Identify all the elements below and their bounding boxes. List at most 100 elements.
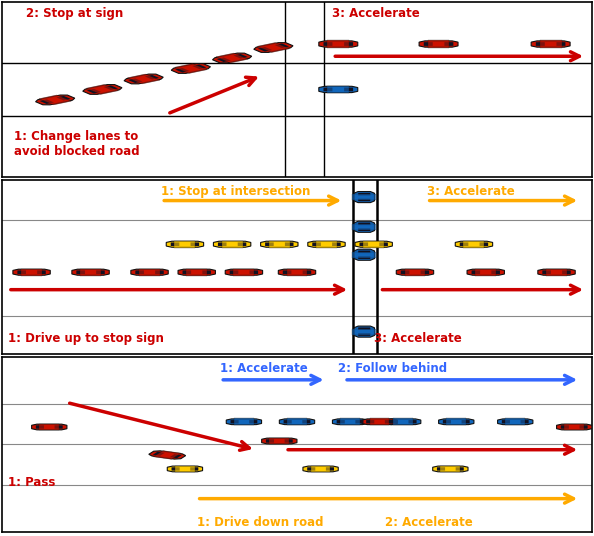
Polygon shape bbox=[352, 329, 377, 334]
Text: 1: Accelerate: 1: Accelerate bbox=[220, 362, 308, 375]
Polygon shape bbox=[358, 250, 370, 253]
Polygon shape bbox=[333, 419, 368, 425]
Polygon shape bbox=[153, 452, 165, 456]
Polygon shape bbox=[166, 241, 204, 247]
Polygon shape bbox=[145, 75, 159, 79]
Polygon shape bbox=[149, 451, 186, 459]
Polygon shape bbox=[36, 95, 75, 105]
Polygon shape bbox=[55, 425, 63, 429]
Polygon shape bbox=[287, 418, 307, 425]
Polygon shape bbox=[355, 420, 364, 423]
Polygon shape bbox=[192, 64, 207, 69]
Polygon shape bbox=[358, 327, 370, 330]
Polygon shape bbox=[390, 420, 398, 423]
Polygon shape bbox=[401, 270, 409, 274]
Polygon shape bbox=[385, 420, 393, 423]
Polygon shape bbox=[460, 242, 468, 246]
Polygon shape bbox=[520, 420, 529, 423]
Polygon shape bbox=[274, 43, 289, 48]
Polygon shape bbox=[103, 85, 118, 90]
Polygon shape bbox=[283, 270, 292, 274]
Polygon shape bbox=[230, 270, 238, 274]
Polygon shape bbox=[86, 85, 119, 94]
Polygon shape bbox=[39, 423, 59, 430]
Polygon shape bbox=[502, 420, 510, 423]
Polygon shape bbox=[386, 419, 421, 425]
Polygon shape bbox=[531, 41, 570, 47]
Polygon shape bbox=[479, 242, 488, 246]
Text: 1: Drive up to stop sign: 1: Drive up to stop sign bbox=[8, 332, 164, 345]
Polygon shape bbox=[238, 242, 247, 246]
Polygon shape bbox=[153, 451, 181, 459]
Polygon shape bbox=[31, 424, 67, 430]
Polygon shape bbox=[538, 269, 575, 275]
Polygon shape bbox=[191, 242, 199, 246]
Polygon shape bbox=[21, 269, 42, 276]
Polygon shape bbox=[352, 224, 377, 230]
Polygon shape bbox=[444, 42, 453, 46]
Polygon shape bbox=[269, 241, 290, 248]
Polygon shape bbox=[285, 440, 293, 443]
Polygon shape bbox=[332, 242, 341, 246]
Polygon shape bbox=[409, 420, 416, 423]
Polygon shape bbox=[358, 256, 370, 259]
Polygon shape bbox=[358, 193, 370, 196]
Polygon shape bbox=[319, 86, 358, 93]
Polygon shape bbox=[302, 270, 311, 274]
Polygon shape bbox=[437, 467, 445, 471]
Text: 1: Stop at intersection: 1: Stop at intersection bbox=[162, 185, 311, 198]
Polygon shape bbox=[233, 269, 254, 276]
Polygon shape bbox=[39, 95, 71, 105]
Polygon shape bbox=[56, 96, 71, 100]
Polygon shape bbox=[441, 465, 460, 472]
Polygon shape bbox=[124, 74, 163, 84]
Polygon shape bbox=[36, 425, 44, 429]
Polygon shape bbox=[455, 241, 492, 247]
Polygon shape bbox=[175, 64, 207, 73]
Polygon shape bbox=[311, 465, 330, 472]
Polygon shape bbox=[380, 242, 388, 246]
Polygon shape bbox=[463, 241, 485, 248]
Polygon shape bbox=[557, 42, 565, 46]
Polygon shape bbox=[369, 418, 390, 425]
Polygon shape bbox=[230, 420, 239, 423]
Polygon shape bbox=[438, 419, 474, 425]
Polygon shape bbox=[462, 420, 470, 423]
Polygon shape bbox=[363, 241, 384, 248]
Polygon shape bbox=[39, 99, 54, 104]
Text: 1: Drive down road: 1: Drive down road bbox=[197, 516, 323, 529]
Polygon shape bbox=[139, 269, 160, 276]
Polygon shape bbox=[358, 333, 370, 336]
Polygon shape bbox=[261, 241, 298, 247]
Polygon shape bbox=[172, 467, 179, 471]
Polygon shape bbox=[564, 423, 584, 430]
Polygon shape bbox=[72, 269, 109, 275]
Polygon shape bbox=[225, 269, 263, 275]
Polygon shape bbox=[362, 419, 397, 425]
Polygon shape bbox=[302, 420, 311, 423]
Polygon shape bbox=[393, 418, 413, 425]
Polygon shape bbox=[359, 242, 368, 246]
Polygon shape bbox=[432, 466, 468, 472]
Polygon shape bbox=[337, 420, 345, 423]
Text: 2: Stop at sign: 2: Stop at sign bbox=[26, 8, 123, 20]
Polygon shape bbox=[536, 42, 545, 46]
Polygon shape bbox=[327, 86, 349, 93]
Polygon shape bbox=[424, 42, 432, 46]
Polygon shape bbox=[344, 42, 353, 46]
Text: 2: Accelerate: 2: Accelerate bbox=[386, 516, 473, 529]
Polygon shape bbox=[443, 420, 451, 423]
Polygon shape bbox=[182, 270, 191, 274]
Polygon shape bbox=[472, 270, 480, 274]
Polygon shape bbox=[562, 270, 571, 274]
Polygon shape bbox=[326, 467, 334, 471]
Polygon shape bbox=[216, 57, 231, 62]
Polygon shape bbox=[358, 222, 370, 225]
Polygon shape bbox=[249, 420, 257, 423]
Polygon shape bbox=[354, 191, 374, 203]
Polygon shape bbox=[308, 241, 345, 247]
Polygon shape bbox=[319, 41, 358, 47]
Polygon shape bbox=[87, 89, 101, 93]
Polygon shape bbox=[283, 420, 292, 423]
Polygon shape bbox=[354, 221, 374, 232]
